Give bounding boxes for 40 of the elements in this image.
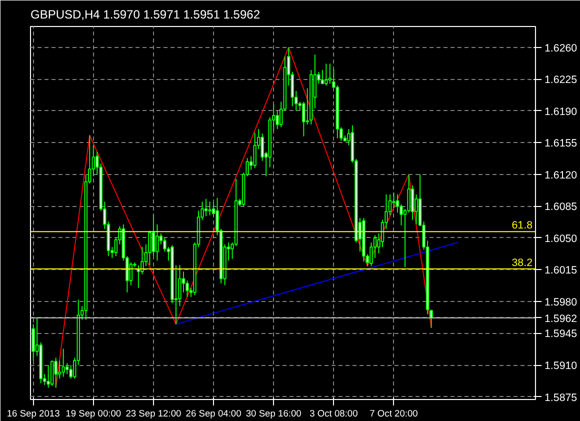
x-tick-label: 7 Oct 20:00	[370, 408, 418, 418]
y-tick-label: 1.6015	[544, 264, 578, 277]
candlestick	[62, 348, 65, 378]
y-tick-label: 1.5875	[544, 392, 578, 404]
y-tick-label: 1.6190	[544, 106, 578, 118]
x-tick-label: 19 Sep 00:00	[66, 408, 122, 418]
candlestick	[396, 194, 400, 214]
y-tick-label: 1.6085	[544, 201, 578, 214]
y-tick-label: 1.5980	[544, 296, 578, 308]
x-tick-label: 16 Sep 2013	[6, 408, 60, 418]
candlestick	[50, 360, 54, 386]
candlestick	[156, 224, 159, 262]
candlestick	[65, 362, 69, 375]
candlestick	[46, 364, 50, 388]
annotation: 38.2	[512, 256, 533, 269]
candlestick	[320, 70, 324, 84]
candlestick	[152, 214, 156, 257]
y-tick-label: 1.5945	[544, 328, 578, 340]
y-tick-label: 1.5910	[544, 360, 578, 372]
x-tick-label: 26 Sep 04:00	[186, 408, 242, 418]
line-series	[55, 46, 432, 388]
y-tick-label: 1.6225	[544, 74, 578, 86]
candlestick	[392, 192, 396, 209]
x-tick-label: 23 Sep 12:00	[126, 408, 182, 418]
x-tick-label: 30 Sep 16:00	[246, 408, 302, 418]
y-tick-label: 1.6050	[544, 232, 578, 245]
y-tick-label: 1.5962	[544, 312, 578, 325]
candlestick	[324, 63, 328, 86]
candlestick	[54, 357, 58, 388]
candlestick	[253, 132, 256, 169]
candlestick	[58, 360, 62, 380]
annotation: 61.8	[512, 220, 533, 232]
y-tick-label: 1.6120	[544, 169, 578, 182]
y-tick-label: 1.6260	[544, 42, 578, 54]
candlestick	[328, 63, 332, 84]
candlestick	[208, 201, 212, 216]
x-tick-label: 3 Oct 08:00	[310, 408, 358, 418]
chart-title: GBPUSD,H4 1.5970 1.5971 1.5951 1.5962	[30, 8, 260, 22]
y-tick-label: 1.6155	[544, 138, 578, 150]
candlestick	[204, 198, 208, 217]
